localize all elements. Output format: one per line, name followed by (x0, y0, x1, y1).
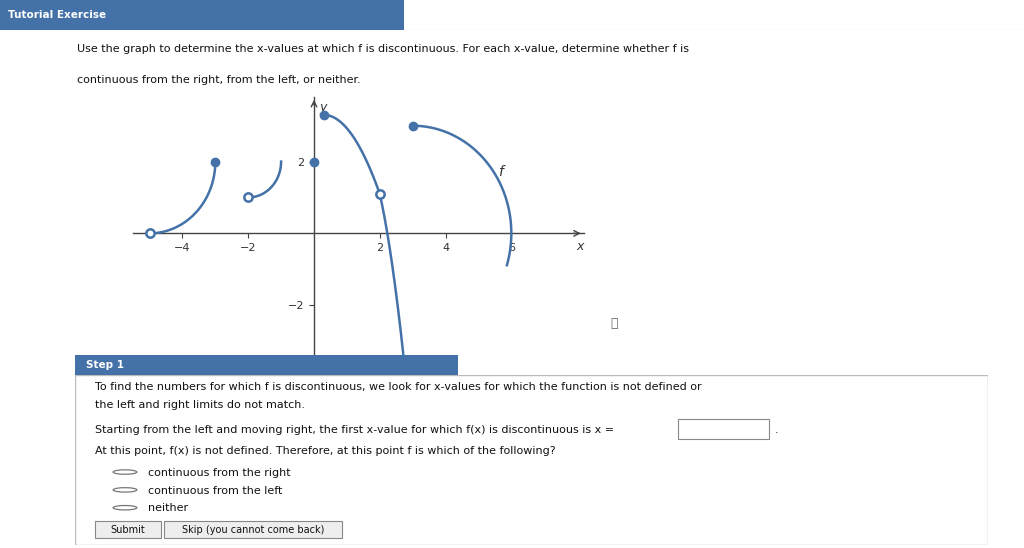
Bar (0, 0, 404, 30)
Bar (75, 355, 459, 375)
Text: f: f (498, 165, 503, 179)
Text: .: . (774, 425, 778, 435)
Text: continuous from the right, from the left, or neither.: continuous from the right, from the left… (77, 75, 360, 84)
Text: continuous from the left: continuous from the left (147, 486, 283, 495)
Text: Tutorial Exercise: Tutorial Exercise (8, 10, 106, 20)
Text: neither: neither (147, 504, 188, 513)
Text: At this point, f(x) is not defined. Therefore, at this point f is which of the f: At this point, f(x) is not defined. Ther… (95, 447, 555, 456)
Bar (95, 522, 161, 539)
Text: Starting from the left and moving right, the first x-value for which f(x) is dis: Starting from the left and moving right,… (95, 425, 614, 435)
Text: Skip (you cannot come back): Skip (you cannot come back) (182, 525, 325, 535)
Bar (678, 419, 769, 439)
Text: continuous from the right: continuous from the right (147, 468, 291, 478)
Text: To find the numbers for which f is discontinuous, we look for x-values for which: To find the numbers for which f is disco… (95, 382, 701, 392)
Text: Submit: Submit (111, 525, 145, 535)
Text: ⓘ: ⓘ (610, 317, 618, 330)
Text: Use the graph to determine the x-values at which f is discontinuous. For each x-: Use the graph to determine the x-values … (77, 44, 689, 54)
Text: the left and right limits do not match.: the left and right limits do not match. (95, 400, 305, 410)
Bar (164, 522, 342, 539)
Text: x: x (577, 240, 584, 253)
Text: Step 1: Step 1 (86, 360, 124, 370)
Text: y: y (318, 101, 327, 113)
